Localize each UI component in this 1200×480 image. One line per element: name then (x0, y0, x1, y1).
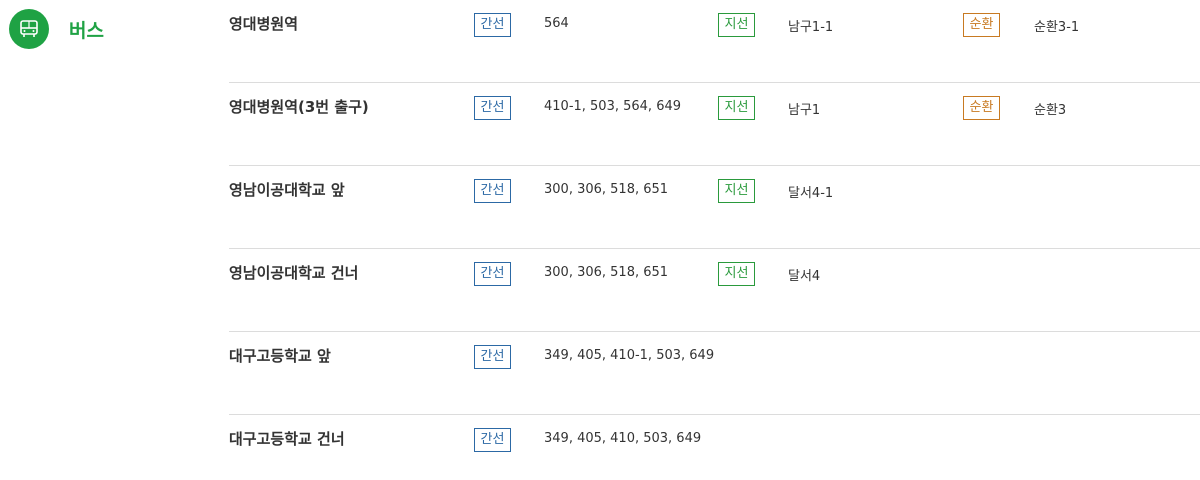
list-item: 대구고등학교 앞 간선 349, 405, 410-1, 503, 649 (229, 332, 1200, 415)
trunk-badge: 간선 (474, 345, 511, 369)
branch-badge: 지선 (718, 262, 755, 286)
stop-name: 영대병원역(3번 출구) (229, 98, 369, 116)
branch-routes: 달서4-1 (788, 186, 834, 201)
circular-badge: 순환 (963, 96, 1000, 120)
branch-badge: 지선 (718, 13, 755, 37)
list-item: 영대병원역 간선 564 지선 남구1-1 순환 순환3-1 (229, 0, 1200, 83)
branch-badge: 지선 (718, 179, 755, 203)
trunk-routes: 564 (544, 16, 569, 31)
stop-name: 대구고등학교 앞 (229, 347, 331, 365)
list-item: 영대병원역(3번 출구) 간선 410-1, 503, 564, 649 지선 … (229, 83, 1200, 166)
bus-icon (9, 9, 49, 49)
trunk-routes: 300, 306, 518, 651 (544, 182, 669, 197)
list-item: 영남이공대학교 앞 간선 300, 306, 518, 651 지선 달서4-1 (229, 166, 1200, 249)
circular-routes: 순환3-1 (1034, 20, 1080, 35)
trunk-badge: 간선 (474, 179, 511, 203)
list-item: 대구고등학교 건너 간선 349, 405, 410, 503, 649 (229, 415, 1200, 480)
stop-name: 영남이공대학교 앞 (229, 181, 345, 199)
branch-badge: 지선 (718, 96, 755, 120)
bus-stop-list: 영대병원역 간선 564 지선 남구1-1 순환 순환3-1 영대병원역(3번 … (229, 0, 1200, 480)
trunk-routes: 349, 405, 410-1, 503, 649 (544, 348, 715, 363)
stop-name: 영남이공대학교 건너 (229, 264, 359, 282)
trunk-badge: 간선 (474, 96, 511, 120)
section-header: 버스 (9, 9, 104, 49)
stop-name: 대구고등학교 건너 (229, 430, 345, 448)
trunk-routes: 300, 306, 518, 651 (544, 265, 669, 280)
trunk-badge: 간선 (474, 262, 511, 286)
trunk-badge: 간선 (474, 428, 511, 452)
trunk-routes: 349, 405, 410, 503, 649 (544, 431, 702, 446)
trunk-routes: 410-1, 503, 564, 649 (544, 99, 682, 114)
trunk-badge: 간선 (474, 13, 511, 37)
circular-routes: 순환3 (1034, 103, 1067, 118)
branch-routes: 남구1 (788, 103, 821, 118)
branch-routes: 남구1-1 (788, 20, 834, 35)
branch-routes: 달서4 (788, 269, 821, 284)
circular-badge: 순환 (963, 13, 1000, 37)
stop-name: 영대병원역 (229, 15, 299, 33)
list-item: 영남이공대학교 건너 간선 300, 306, 518, 651 지선 달서4 (229, 249, 1200, 332)
section-title: 버스 (69, 19, 104, 42)
